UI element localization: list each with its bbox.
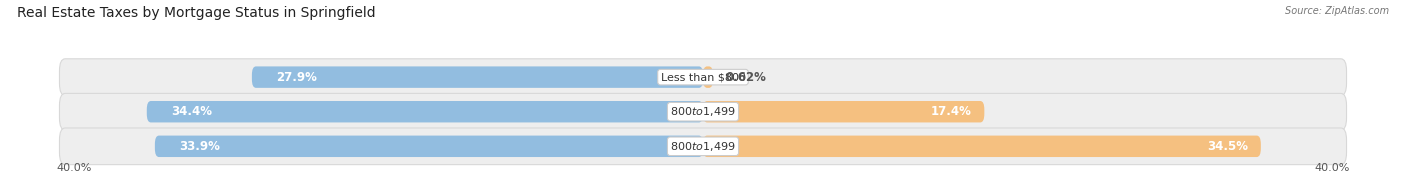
FancyBboxPatch shape xyxy=(252,66,703,88)
Text: 40.0%: 40.0% xyxy=(1315,163,1350,173)
Text: 40.0%: 40.0% xyxy=(56,163,91,173)
Text: 34.4%: 34.4% xyxy=(172,105,212,118)
FancyBboxPatch shape xyxy=(59,59,1347,95)
Text: 0.62%: 0.62% xyxy=(725,71,766,84)
FancyBboxPatch shape xyxy=(59,128,1347,165)
Text: Source: ZipAtlas.com: Source: ZipAtlas.com xyxy=(1285,6,1389,16)
FancyBboxPatch shape xyxy=(703,101,984,122)
Text: 33.9%: 33.9% xyxy=(179,140,219,153)
Text: $800 to $1,499: $800 to $1,499 xyxy=(671,105,735,118)
Text: 34.5%: 34.5% xyxy=(1206,140,1249,153)
FancyBboxPatch shape xyxy=(59,93,1347,130)
Text: Less than $800: Less than $800 xyxy=(661,72,745,82)
FancyBboxPatch shape xyxy=(146,101,703,122)
Text: 17.4%: 17.4% xyxy=(931,105,972,118)
Text: Real Estate Taxes by Mortgage Status in Springfield: Real Estate Taxes by Mortgage Status in … xyxy=(17,6,375,20)
FancyBboxPatch shape xyxy=(703,66,713,88)
FancyBboxPatch shape xyxy=(703,136,1261,157)
Text: 27.9%: 27.9% xyxy=(276,71,316,84)
Text: $800 to $1,499: $800 to $1,499 xyxy=(671,140,735,153)
FancyBboxPatch shape xyxy=(155,136,703,157)
